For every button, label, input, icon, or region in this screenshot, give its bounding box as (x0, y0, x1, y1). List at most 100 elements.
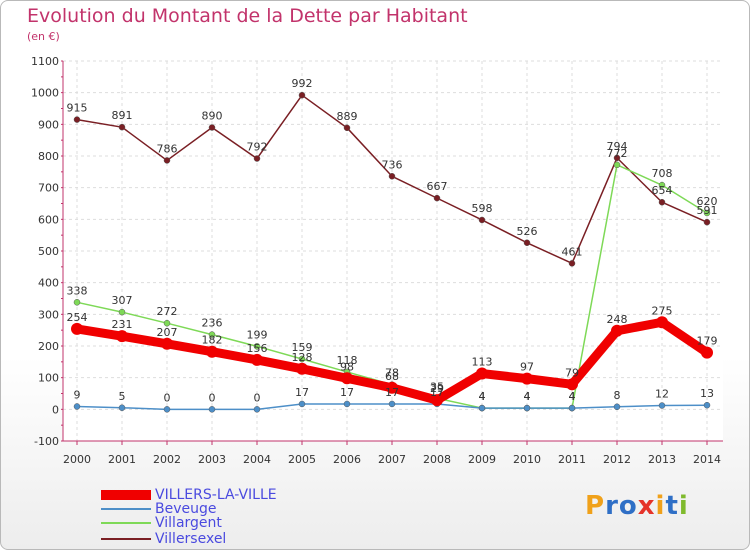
y-tick-label: 100 (38, 372, 59, 385)
data-label: 4 (479, 390, 486, 403)
data-point (478, 404, 486, 412)
legend-item-beveuge[interactable]: Beveuge (101, 501, 217, 517)
y-tick-label: 400 (38, 277, 59, 290)
data-label: 182 (202, 334, 223, 347)
y-tick-label: 1100 (31, 55, 59, 68)
logo-letter: i (655, 491, 666, 521)
legend-label: Beveuge (155, 501, 217, 517)
y-tick-label: 200 (38, 340, 59, 353)
chart-unit: (en €) (27, 30, 60, 43)
data-point (658, 198, 666, 206)
data-label: 891 (112, 109, 133, 122)
data-label: 97 (520, 361, 534, 374)
legend-swatch (101, 508, 151, 510)
data-point (388, 173, 396, 180)
data-label: 98 (340, 360, 354, 373)
data-point (613, 154, 621, 162)
y-tick-label: 500 (38, 245, 59, 258)
logo-letter: o (618, 491, 638, 521)
x-tick-label: 2003 (198, 453, 226, 466)
data-point (478, 216, 486, 224)
data-point (251, 353, 263, 366)
data-point (658, 402, 666, 409)
x-tick-label: 2004 (243, 453, 271, 466)
data-label: 17 (340, 386, 354, 399)
data-point (298, 355, 306, 363)
legend-item-villersexel[interactable]: Villersexel (101, 531, 226, 547)
data-label: 68 (385, 370, 399, 383)
data-label: 29 (430, 382, 444, 395)
x-tick-label: 2001 (108, 453, 136, 466)
data-label: 207 (157, 326, 178, 339)
data-label: 17 (385, 386, 399, 399)
data-label: 113 (472, 356, 493, 369)
data-point (116, 330, 128, 343)
data-point (656, 316, 668, 329)
data-label: 0 (254, 391, 261, 404)
data-label: 0 (209, 391, 216, 404)
data-point (523, 239, 531, 247)
data-point (118, 404, 126, 411)
legend-item-villers-la-ville[interactable]: VILLERS-LA-VILLE (101, 487, 277, 503)
data-label: 4 (524, 390, 531, 403)
legend-swatch (101, 522, 151, 524)
y-tick-label: 600 (38, 213, 59, 226)
data-point (161, 337, 173, 350)
y-tick-label: 900 (38, 118, 59, 131)
x-tick-label: 2014 (693, 453, 721, 466)
data-label: 0 (164, 391, 171, 404)
data-point (253, 155, 261, 162)
data-point (568, 404, 576, 412)
data-point (163, 157, 171, 164)
data-point (118, 308, 126, 316)
data-label: 992 (292, 77, 313, 90)
data-point (163, 319, 171, 327)
data-label: 17 (430, 386, 444, 399)
data-label: 17 (295, 386, 309, 399)
data-label: 159 (292, 341, 313, 354)
data-label: 708 (652, 167, 673, 180)
x-tick-label: 2010 (513, 453, 541, 466)
data-label: 118 (337, 354, 358, 367)
data-label: 78 (385, 367, 399, 380)
legend-item-villargent[interactable]: Villargent (101, 515, 222, 531)
data-label: 307 (112, 294, 133, 307)
data-point (386, 381, 398, 394)
data-point (613, 161, 621, 169)
x-tick-label: 2006 (333, 453, 361, 466)
data-label: 526 (517, 225, 538, 238)
data-label: 338 (67, 284, 88, 297)
legend-label: VILLERS-LA-VILLE (155, 487, 277, 503)
data-point (568, 260, 576, 267)
data-point (703, 218, 711, 226)
x-tick-label: 2000 (63, 453, 91, 466)
data-label: 8 (614, 389, 621, 402)
legend-swatch (101, 538, 151, 540)
data-point (253, 406, 261, 413)
data-point (118, 123, 126, 131)
data-label: 794 (607, 140, 628, 153)
data-label: 236 (202, 317, 223, 330)
data-point (73, 116, 81, 123)
data-label: 620 (697, 195, 718, 208)
data-label: 915 (67, 102, 88, 115)
data-label: 79 (565, 366, 579, 379)
y-tick-label: 700 (38, 182, 59, 195)
x-tick-label: 2008 (423, 453, 451, 466)
data-label: 654 (652, 184, 673, 197)
data-label: 156 (247, 342, 268, 355)
x-tick-label: 2002 (153, 453, 181, 466)
data-point (388, 400, 396, 408)
data-label: 179 (697, 335, 718, 348)
data-label: 4 (524, 390, 531, 403)
legend-swatch (101, 490, 151, 500)
data-label: 248 (607, 313, 628, 326)
data-label: 890 (202, 110, 223, 123)
x-tick-label: 2005 (288, 453, 316, 466)
logo-letter: i (678, 491, 689, 521)
data-point (206, 345, 218, 358)
data-label: 199 (247, 328, 268, 341)
x-tick-label: 2013 (648, 453, 676, 466)
